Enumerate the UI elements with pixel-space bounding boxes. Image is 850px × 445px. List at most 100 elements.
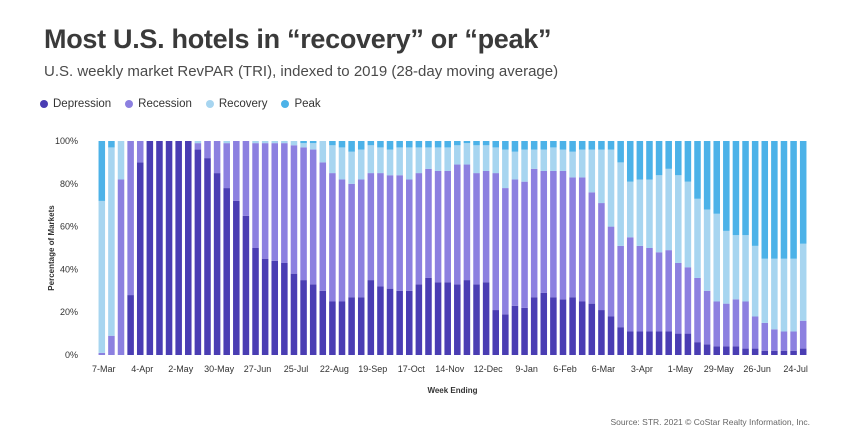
- bar-segment-depression: [751, 348, 759, 355]
- bar-segment-depression: [271, 260, 279, 355]
- bar-segment-peak: [396, 141, 403, 148]
- bar-segment-recovery: [444, 147, 451, 171]
- bar-segment-recovery: [607, 149, 615, 227]
- bar-segment-depression: [463, 280, 471, 355]
- bar-segment-recession: [521, 181, 528, 308]
- bar-segment-peak: [300, 141, 307, 144]
- bar-segment-recession: [309, 149, 317, 285]
- bar-segment-peak: [386, 141, 394, 150]
- bar-segment-depression: [694, 342, 701, 355]
- bar-segment-recession: [694, 277, 701, 343]
- bar-segment-recession: [588, 192, 596, 304]
- bar-segment-depression: [655, 331, 663, 355]
- bar-segment-recovery: [646, 179, 653, 248]
- bar-segment-recession: [367, 173, 375, 281]
- bar-segment-recovery: [463, 143, 471, 165]
- bar-segment-recession: [463, 164, 471, 281]
- bar-segment-recession: [598, 203, 605, 311]
- bar-segment-recession: [348, 183, 355, 298]
- bar-segment-recovery: [626, 181, 634, 238]
- legend-label-recession: Recession: [138, 98, 192, 110]
- bar-segment-depression: [204, 158, 211, 355]
- x-tick-label: 29-May: [704, 364, 735, 374]
- bar-segment-peak: [703, 141, 711, 210]
- bar-segment-peak: [598, 141, 605, 150]
- bar-segment-recession: [444, 170, 451, 283]
- bar-segment-depression: [300, 280, 307, 355]
- bar-segment-recession: [454, 164, 461, 285]
- bar-segment-recession: [502, 188, 509, 315]
- bar-segment-depression: [444, 282, 451, 355]
- bar-segment-peak: [751, 141, 759, 246]
- bar-segment-depression: [780, 350, 788, 355]
- bar-segment-peak: [473, 141, 480, 146]
- bar-segment-recession: [396, 175, 403, 291]
- bar-segment-recovery: [338, 147, 346, 180]
- bar-segment-recovery: [742, 235, 749, 302]
- legend-swatch-depression: [40, 100, 48, 108]
- bar-segment-recovery: [569, 151, 576, 178]
- bar-segment-recovery: [309, 143, 317, 150]
- bar-segment-recession: [434, 170, 442, 283]
- legend-swatch-recession: [125, 100, 134, 108]
- x-tick-label: 25-Jul: [284, 364, 309, 374]
- bar-segment-depression: [329, 301, 336, 355]
- bar-segment-recovery: [473, 145, 480, 174]
- bar-segment-depression: [223, 188, 230, 355]
- bar-segment-depression: [482, 282, 490, 355]
- legend-item-depression: Depression: [40, 98, 111, 110]
- bar-segment-peak: [540, 141, 548, 150]
- bar-segment-peak: [771, 141, 778, 259]
- bar-segment-recession: [252, 143, 259, 248]
- bar-segment-peak: [415, 141, 423, 148]
- y-axis-title: Percentage of Markets: [47, 205, 56, 291]
- bar-segment-recession: [492, 173, 499, 311]
- bar-segment-peak: [607, 141, 615, 150]
- bar-segment-recession: [194, 143, 202, 150]
- bar-segment-recession: [136, 141, 144, 163]
- bar-segment-recovery: [396, 147, 403, 176]
- bar-segment-recession: [338, 179, 346, 302]
- bar-segment-recession: [98, 352, 106, 355]
- y-tick-label: 0%: [65, 350, 78, 360]
- bar-segment-recession: [300, 147, 307, 281]
- bar-segment-depression: [165, 141, 173, 355]
- x-tick-label: 2-May: [168, 364, 194, 374]
- bar-segment-peak: [406, 141, 413, 148]
- bar-segment-recession: [290, 145, 298, 274]
- bar-segment-recession: [713, 301, 720, 347]
- x-axis-title: Week Ending: [427, 386, 477, 395]
- bar-segment-recovery: [98, 200, 106, 353]
- bar-segment-recession: [799, 320, 807, 349]
- bar-segment-recovery: [511, 151, 519, 180]
- bar-segment-depression: [530, 297, 538, 355]
- bar-segment-recovery: [540, 149, 548, 171]
- bar-segment-peak: [338, 141, 346, 148]
- bar-segment-recession: [751, 316, 759, 349]
- x-tick-label: 24-Jul: [783, 364, 808, 374]
- bar-segment-recovery: [386, 149, 394, 176]
- bar-segment-recovery: [415, 147, 423, 174]
- bar-segment-recovery: [319, 141, 327, 163]
- bar-segment-peak: [367, 141, 375, 146]
- bar-segment-depression: [136, 162, 144, 355]
- bar-segment-recovery: [751, 245, 759, 317]
- bar-segment-peak: [799, 141, 807, 244]
- bar-segment-recovery: [425, 147, 432, 169]
- bar-segment-depression: [607, 316, 615, 355]
- bar-segment-recession: [684, 267, 692, 334]
- bar-segment-peak: [790, 141, 797, 259]
- bar-segment-recession: [261, 143, 269, 259]
- chart-title: Most U.S. hotels in “recovery” or “peak”: [44, 24, 552, 54]
- x-tick-label: 7-Mar: [92, 364, 116, 374]
- x-tick-label: 4-Apr: [131, 364, 153, 374]
- y-tick-label: 100%: [55, 136, 78, 146]
- bar-segment-recession: [530, 168, 538, 298]
- bar-segment-recovery: [617, 162, 624, 246]
- bar-segment-recession: [377, 173, 384, 287]
- bar-segment-recession: [271, 143, 279, 261]
- bar-segment-recession: [626, 237, 634, 332]
- bar-segment-depression: [588, 303, 596, 355]
- bar-segment-recession: [406, 179, 413, 291]
